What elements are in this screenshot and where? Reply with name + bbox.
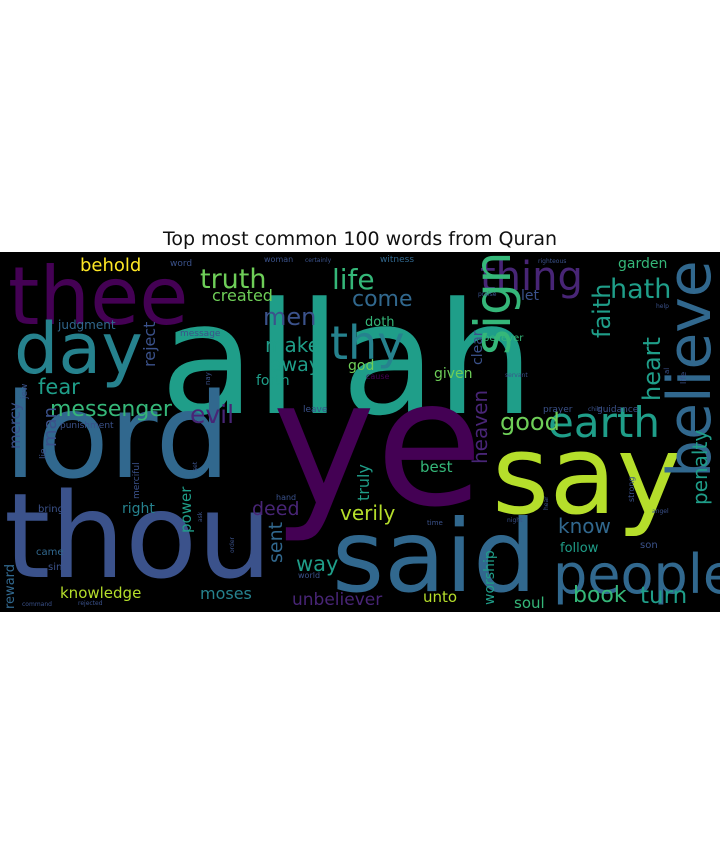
cloud-word: earth bbox=[548, 398, 660, 447]
cloud-word: penalty bbox=[688, 429, 712, 505]
cloud-word: order bbox=[229, 537, 236, 553]
cloud-word: know bbox=[558, 514, 611, 538]
cloud-word: bring bbox=[38, 504, 64, 515]
cloud-word: thou bbox=[4, 467, 273, 605]
cloud-word: said bbox=[332, 498, 537, 612]
cloud-word: men bbox=[263, 303, 317, 331]
cloud-word: time bbox=[427, 519, 443, 527]
cloud-word: rejected bbox=[78, 600, 103, 607]
cloud-word: way bbox=[296, 552, 339, 576]
cloud-word: faith bbox=[588, 283, 616, 338]
cloud-word: away bbox=[270, 354, 321, 376]
cloud-word: punishment bbox=[60, 421, 114, 431]
cloud-word: evil bbox=[190, 400, 235, 429]
cloud-word: witness bbox=[380, 255, 415, 265]
cloud-word: hear bbox=[543, 496, 550, 510]
cloud-word: world bbox=[298, 571, 321, 580]
cloud-word: people bbox=[553, 543, 720, 606]
cloud-word: thee bbox=[8, 252, 189, 343]
cloud-word: moses bbox=[200, 584, 252, 603]
cloud-word: mercy bbox=[6, 402, 24, 449]
cloud-word: set bbox=[192, 461, 199, 471]
cloud-word: good bbox=[500, 408, 560, 436]
cloud-word: heart bbox=[638, 337, 666, 401]
cloud-word: sent bbox=[265, 521, 287, 563]
cloud-word: fear bbox=[38, 375, 80, 399]
cloud-word: forth bbox=[256, 373, 290, 389]
cloud-word: word bbox=[170, 259, 193, 269]
cloud-word: come bbox=[352, 287, 413, 312]
cloud-word: believer bbox=[483, 333, 524, 344]
cloud-word: came bbox=[36, 547, 64, 558]
cloud-word: prayer bbox=[543, 405, 573, 415]
cloud-word: hath bbox=[610, 274, 672, 305]
cloud-word: son bbox=[640, 540, 658, 551]
cloud-word: hand bbox=[276, 493, 297, 502]
cloud-word: guidance bbox=[597, 405, 639, 415]
cloud-word: unto bbox=[423, 588, 458, 606]
cloud-word: created bbox=[212, 286, 273, 305]
cloud-word: nay bbox=[204, 372, 212, 385]
cloud-word: follow bbox=[560, 541, 599, 556]
cloud-word: verily bbox=[340, 501, 396, 525]
cloud-word: praise bbox=[478, 291, 497, 298]
cloud-word: lie bbox=[39, 448, 49, 459]
cloud-word: deed bbox=[252, 498, 300, 520]
cloud-word: night bbox=[507, 517, 523, 524]
cloud-word: god bbox=[348, 358, 375, 374]
cloud-word: righteous bbox=[538, 258, 567, 265]
cloud-word: jew bbox=[20, 383, 30, 399]
cloud-word: worship bbox=[482, 550, 498, 605]
cloud-word: let bbox=[521, 288, 539, 304]
cloud-word: merciful bbox=[132, 462, 142, 499]
cloud-word: lord bbox=[4, 367, 231, 505]
cloud-word: servant bbox=[505, 372, 528, 379]
cloud-word: ask bbox=[197, 511, 204, 522]
cloud-word: life bbox=[679, 371, 688, 384]
cloud-word: book bbox=[573, 583, 627, 608]
cloud-word: certainly bbox=[305, 257, 332, 264]
cloud-word: garden bbox=[618, 256, 668, 272]
cloud-word: reject bbox=[140, 321, 159, 367]
cloud-word: help bbox=[656, 303, 669, 310]
cloud-word: man bbox=[40, 407, 61, 447]
cloud-word: doth bbox=[365, 315, 395, 330]
cloud-word: angel bbox=[652, 508, 669, 515]
cloud-word: turn bbox=[640, 583, 688, 609]
cloud-word: knowledge bbox=[60, 584, 142, 602]
cloud-word: right bbox=[122, 501, 155, 517]
cloud-word: sin bbox=[48, 562, 63, 573]
cloud-word: given bbox=[434, 366, 473, 382]
cloud-word: messenger bbox=[50, 397, 172, 422]
cloud-word: say bbox=[492, 411, 682, 539]
cloud-word: reward bbox=[3, 563, 18, 609]
cloud-word: power bbox=[177, 486, 195, 533]
cloud-word: cause bbox=[366, 372, 390, 381]
cloud-word: best bbox=[420, 458, 453, 476]
cloud-word: soul bbox=[514, 594, 545, 612]
cloud-word: command bbox=[22, 601, 52, 608]
cloud-word: ye bbox=[272, 343, 484, 546]
cloud-word: child bbox=[588, 406, 603, 413]
cloud-word: message bbox=[180, 329, 221, 339]
cloud-word: life bbox=[332, 263, 375, 296]
cloud-word: woman bbox=[264, 255, 294, 264]
cloud-word: strong bbox=[627, 476, 636, 502]
cloud-word: al bbox=[663, 367, 671, 374]
cloud-word: unbeliever bbox=[292, 590, 383, 610]
cloud-word: behold bbox=[80, 255, 142, 276]
cloud-word: allah bbox=[160, 269, 535, 450]
cloud-word: thy bbox=[330, 316, 405, 370]
cloud-word: leave bbox=[303, 405, 328, 415]
cloud-word: heaven bbox=[468, 389, 492, 464]
cloud-word: truly bbox=[354, 464, 373, 501]
word-cloud: allah ye say lord thou said thee day thy believe p… bbox=[0, 252, 720, 612]
cloud-word: judgment bbox=[58, 318, 116, 332]
chart-title: Top most common 100 words from Quran bbox=[162, 228, 558, 250]
cloud-word: truth bbox=[200, 264, 267, 295]
cloud-word: thing bbox=[480, 254, 583, 300]
cloud-word: make bbox=[265, 333, 320, 357]
cloud-word: day bbox=[14, 308, 143, 390]
